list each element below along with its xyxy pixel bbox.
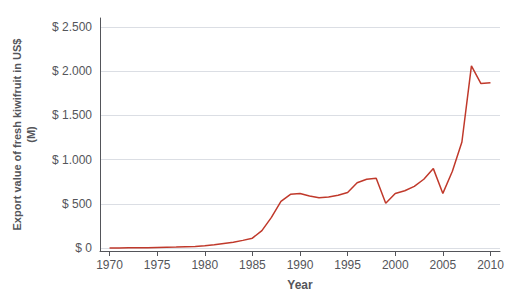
- svg-text:$ 2.500: $ 2.500: [52, 20, 92, 34]
- svg-text:$ 500: $ 500: [62, 197, 92, 211]
- svg-text:$ 1.500: $ 1.500: [52, 108, 92, 122]
- svg-text:1975: 1975: [144, 258, 171, 272]
- svg-text:2000: 2000: [382, 258, 409, 272]
- svg-text:2005: 2005: [430, 258, 457, 272]
- svg-text:1980: 1980: [191, 258, 218, 272]
- svg-text:1985: 1985: [239, 258, 266, 272]
- svg-text:$ 1.000: $ 1.000: [52, 153, 92, 167]
- svg-text:(M): (M): [25, 126, 37, 143]
- svg-text:Export value of fresh kiwifrui: Export value of fresh kiwifruit in US$: [11, 39, 23, 231]
- svg-text:1970: 1970: [96, 258, 123, 272]
- svg-text:1995: 1995: [334, 258, 361, 272]
- svg-text:Year: Year: [287, 278, 313, 292]
- svg-text:2010: 2010: [477, 258, 504, 272]
- svg-text:1990: 1990: [287, 258, 314, 272]
- svg-text:$ 2.000: $ 2.000: [52, 64, 92, 78]
- svg-text:$ 0: $ 0: [75, 241, 92, 255]
